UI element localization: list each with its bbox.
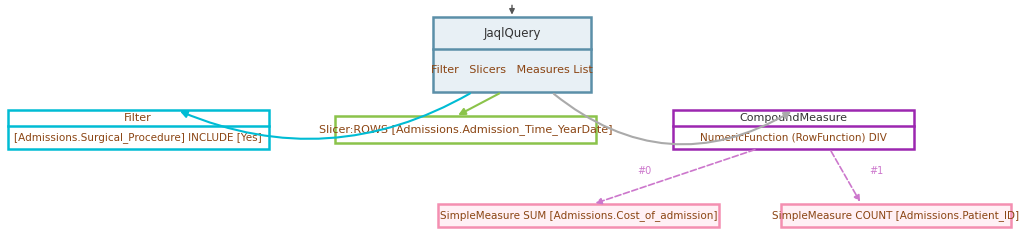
Text: JaqlQuery: JaqlQuery	[483, 27, 541, 40]
FancyBboxPatch shape	[437, 204, 719, 227]
Text: NumericFunction (RowFunction) DIV: NumericFunction (RowFunction) DIV	[700, 132, 887, 143]
Text: Filter: Filter	[124, 113, 153, 123]
Text: [Admissions.Surgical_Procedure] INCLUDE [Yes]: [Admissions.Surgical_Procedure] INCLUDE …	[14, 132, 262, 143]
FancyBboxPatch shape	[674, 110, 913, 149]
FancyBboxPatch shape	[8, 110, 268, 149]
Text: Filter   Slicers   Measures List: Filter Slicers Measures List	[431, 65, 593, 75]
FancyBboxPatch shape	[432, 17, 592, 92]
FancyBboxPatch shape	[780, 204, 1011, 227]
Text: SimpleMeasure COUNT [Admissions.Patient_ID]: SimpleMeasure COUNT [Admissions.Patient_…	[772, 210, 1020, 221]
Text: #0: #0	[637, 167, 651, 177]
FancyBboxPatch shape	[336, 117, 596, 142]
Text: SimpleMeasure SUM [Admissions.Cost_of_admission]: SimpleMeasure SUM [Admissions.Cost_of_ad…	[440, 210, 717, 221]
Text: Slicer:ROWS [Admissions.Admission_Time_YearDate]: Slicer:ROWS [Admissions.Admission_Time_Y…	[319, 124, 612, 135]
Text: CompoundMeasure: CompoundMeasure	[739, 113, 848, 123]
Text: #1: #1	[869, 167, 884, 177]
